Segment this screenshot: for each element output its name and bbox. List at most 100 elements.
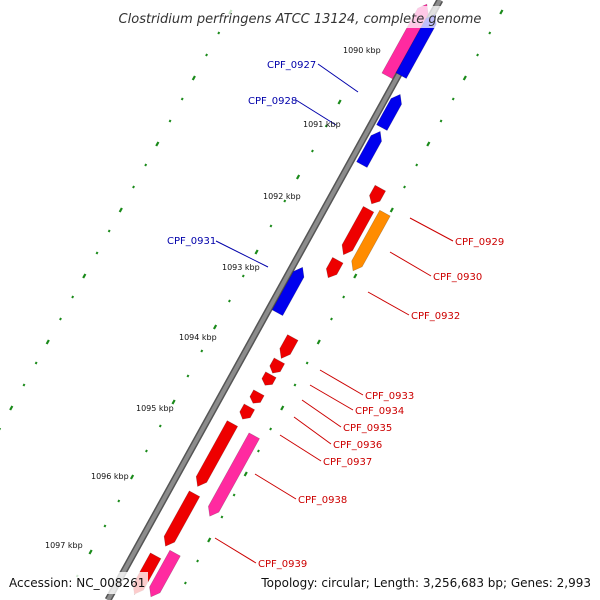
- tick-mark: [305, 361, 309, 365]
- tick-mark: [132, 185, 135, 189]
- title-backdrop: [102, 6, 498, 28]
- tick-mark: [168, 119, 172, 123]
- gene-feature[interactable]: [276, 334, 299, 362]
- gene-label[interactable]: CPF_0939: [258, 559, 307, 570]
- gene-label[interactable]: CPF_0932: [411, 311, 460, 322]
- tick-mark: [269, 427, 273, 431]
- gene-label[interactable]: CPF_0927: [267, 60, 316, 71]
- tick-mark: [415, 163, 419, 167]
- tick-mark: [200, 349, 204, 353]
- gene-label[interactable]: CPF_0931: [167, 236, 216, 247]
- accession-text: Accession: NC_008261: [9, 576, 145, 590]
- label-connector: [215, 240, 269, 268]
- scale-labels: 1090 kbp 1091 kbp 1092 kbp 1093 kbp 1094…: [45, 46, 381, 550]
- tick-mark: [212, 324, 218, 330]
- tick-mark: [59, 317, 62, 321]
- gene-feature[interactable]: [348, 209, 391, 274]
- tick-mark: [144, 163, 148, 167]
- tick-mark: [462, 75, 467, 81]
- gene-feature[interactable]: [267, 357, 286, 376]
- tick-mark: [220, 515, 224, 519]
- scale-label: 1093 kbp: [222, 263, 260, 272]
- tick-mark: [280, 405, 285, 411]
- gene-feature[interactable]: [356, 128, 386, 168]
- gene-feature[interactable]: [376, 91, 406, 131]
- scale-label: 1090 kbp: [343, 46, 381, 55]
- tick-mark: [389, 207, 394, 213]
- tick-mark: [129, 474, 135, 480]
- gene-feature[interactable]: [204, 432, 260, 519]
- tick-mark: [71, 295, 75, 299]
- tick-mark: [243, 471, 248, 477]
- gene-feature[interactable]: [237, 403, 256, 422]
- gene-feature[interactable]: [366, 184, 387, 207]
- gene-feature[interactable]: [248, 389, 265, 406]
- tick-mark: [293, 383, 297, 387]
- scale-label: 1094 kbp: [179, 333, 217, 342]
- tick-mark: [186, 374, 190, 378]
- gene-feature[interactable]: [271, 264, 308, 317]
- gene-feature[interactable]: [160, 490, 201, 549]
- tick-mark: [180, 97, 184, 101]
- label-connector: [409, 217, 454, 242]
- scale-label: 1091 kbp: [303, 120, 341, 129]
- tick-mark: [254, 249, 259, 255]
- gene-feature[interactable]: [192, 420, 239, 490]
- tick-mark: [118, 207, 123, 213]
- tick-mark: [232, 493, 236, 497]
- tick-mark: [451, 97, 455, 101]
- label-connector: [293, 416, 332, 445]
- label-connector: [367, 291, 410, 316]
- tick-mark: [217, 31, 221, 35]
- gene-labels: CPF_0927 CPF_0928 CPF_0931 CPF_0929 CPF_…: [167, 60, 504, 570]
- tick-tracks: [0, 9, 504, 585]
- gene-feature[interactable]: [338, 205, 375, 257]
- tick-mark: [196, 559, 200, 563]
- gene-label[interactable]: CPF_0938: [298, 495, 347, 506]
- gene-feature[interactable]: [260, 371, 277, 388]
- accession-backdrop: [6, 572, 148, 594]
- tick-mark: [324, 124, 328, 128]
- tick-mark: [183, 581, 187, 585]
- tick-mark: [88, 549, 93, 555]
- label-connector: [254, 473, 297, 500]
- tick-mark: [330, 317, 333, 321]
- tick-mark: [488, 31, 492, 35]
- tick-mark: [228, 299, 231, 303]
- gene-label[interactable]: CPF_0936: [333, 440, 382, 451]
- label-connector: [214, 537, 257, 564]
- gene-label[interactable]: CPF_0937: [323, 457, 372, 468]
- label-connectors: [214, 63, 454, 564]
- tick-mark: [342, 295, 346, 299]
- tick-mark: [95, 251, 99, 255]
- tick-mark: [426, 141, 431, 147]
- map-title: Clostridium perfringens ATCC 13124, comp…: [119, 12, 482, 27]
- gene-label[interactable]: CPF_0928: [248, 96, 297, 107]
- gene-label[interactable]: CPF_0929: [455, 237, 504, 248]
- tick-mark: [205, 53, 208, 57]
- gene-label[interactable]: CPF_0930: [433, 272, 482, 283]
- tick-mark: [283, 199, 287, 203]
- tick-mark: [34, 361, 38, 365]
- tick-mark: [257, 449, 260, 453]
- tick-mark: [155, 141, 160, 147]
- tick-mark: [295, 174, 301, 180]
- tick-mark: [207, 537, 212, 543]
- tick-mark: [316, 339, 321, 345]
- scale-label: 1096 kbp: [91, 472, 129, 481]
- genome-backbone: [104, 0, 444, 600]
- label-connector: [295, 99, 337, 126]
- tick-mark: [82, 273, 87, 279]
- topology-text: Topology: circular; Length: 3,256,683 bp…: [260, 576, 591, 590]
- gene-label[interactable]: CPF_0934: [355, 406, 404, 417]
- gene-feature[interactable]: [323, 256, 344, 280]
- label-connector: [317, 63, 359, 93]
- gene-label[interactable]: CPF_0935: [343, 423, 392, 434]
- tick-mark: [439, 119, 443, 123]
- tick-mark: [9, 405, 14, 411]
- tick-mark: [269, 224, 273, 228]
- gene-label[interactable]: CPF_0933: [365, 391, 414, 402]
- gene-feature[interactable]: [146, 549, 181, 600]
- tick-mark: [353, 273, 358, 279]
